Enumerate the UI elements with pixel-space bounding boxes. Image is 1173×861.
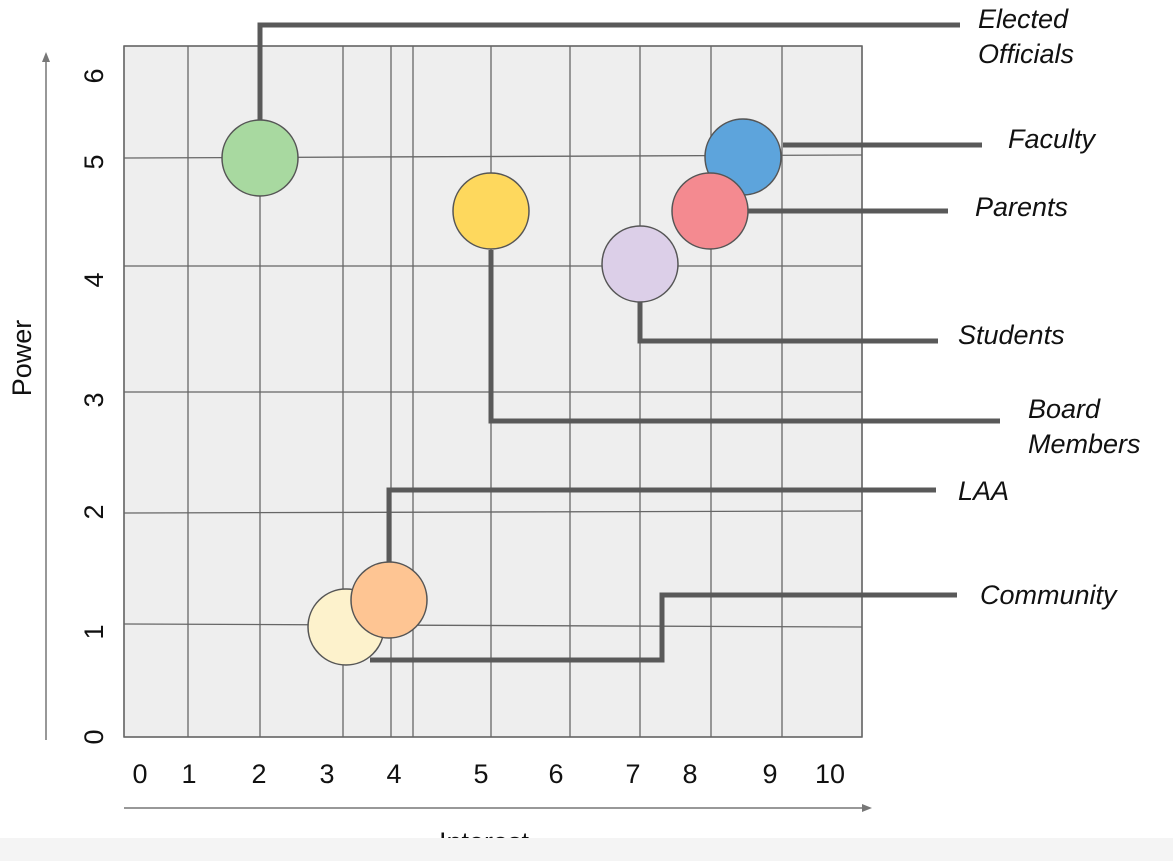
x-tick-label: 8 (682, 759, 697, 789)
data-label: Parents (975, 192, 1068, 222)
bottom-band (0, 838, 1173, 861)
data-label: Elected (978, 4, 1069, 34)
gridline-horizontal (123, 623, 863, 628)
x-tick-label: 2 (251, 759, 266, 789)
x-tick-label: 6 (548, 759, 563, 789)
data-label: Members (1028, 429, 1141, 459)
y-tick-label: 3 (79, 392, 109, 407)
y-tick-label: 4 (79, 272, 109, 287)
callout-lines (257, 22, 1000, 663)
data-label: Community (980, 580, 1118, 610)
x-tick-label: 3 (319, 759, 334, 789)
data-label: Faculty (1008, 124, 1097, 154)
y-tick-label: 2 (79, 504, 109, 519)
x-tick-label: 1 (181, 759, 196, 789)
x-tick-label: 9 (762, 759, 777, 789)
y-tick-label: 1 (79, 624, 109, 639)
callout-labels: Elected Officials Board Members Faculty Paren… (958, 4, 1141, 610)
y-axis-arrow-head (42, 52, 50, 62)
data-label: Officials (978, 39, 1074, 69)
data-point (452, 172, 530, 250)
x-axis-arrow-head (862, 804, 872, 812)
x-tick-label: 0 (132, 759, 147, 789)
data-points (221, 118, 782, 666)
y-tick-label: 6 (79, 68, 109, 83)
data-point (671, 172, 749, 250)
x-tick-label: 10 (815, 759, 845, 789)
x-tick-label: 5 (473, 759, 488, 789)
callout-line (637, 302, 938, 344)
data-label: LAA (958, 476, 1009, 506)
data-point (350, 561, 428, 639)
x-tick-label: 4 (386, 759, 401, 789)
data-point (221, 119, 299, 197)
data-point (601, 225, 679, 303)
y-tick-label: 0 (79, 729, 109, 744)
callout-line (488, 250, 1000, 424)
data-label: Board (1028, 394, 1101, 424)
tick-labels: 0 1 2 3 4 5 6 7 8 9 10 0 1 2 3 4 5 6 (79, 68, 845, 789)
callout-line (370, 592, 957, 663)
gridline-horizontal (123, 510, 863, 514)
callout-line (257, 22, 960, 120)
data-label: Students (958, 320, 1065, 350)
callout-line (386, 487, 936, 563)
y-tick-label: 5 (79, 154, 109, 169)
x-tick-label: 7 (625, 759, 640, 789)
y-axis-title: Power (7, 320, 37, 397)
